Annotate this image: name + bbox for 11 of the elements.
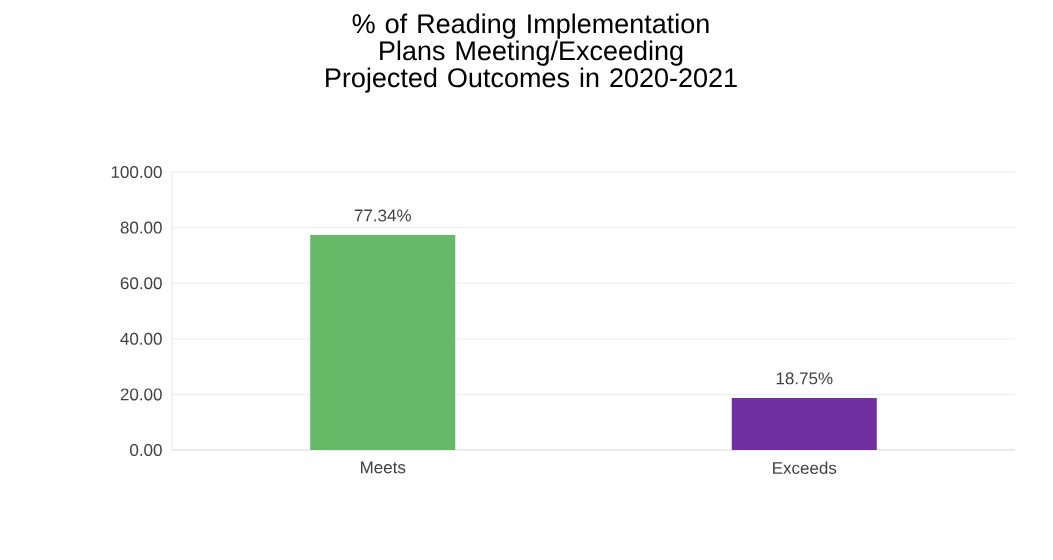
y-tick-label: 80.00 [120,221,162,234]
chart-title: % of Reading Implementation Plans Meeting/Exceeding Projected Outcomes in 2020-2021 [326,13,737,93]
x-tick-label: Meets [361,461,406,474]
y-tick-label: 40.00 [120,332,162,345]
data-label: 18.75% [776,372,833,385]
y-tick-label: 100.00 [111,165,162,179]
y-tick-label: 60.00 [120,277,162,290]
y-tick-label: 20.00 [120,388,162,401]
x-tick-label: Exceeds [773,461,837,475]
y-tick-label: 0.00 [130,443,162,457]
data-label: 77.34% [354,209,411,222]
